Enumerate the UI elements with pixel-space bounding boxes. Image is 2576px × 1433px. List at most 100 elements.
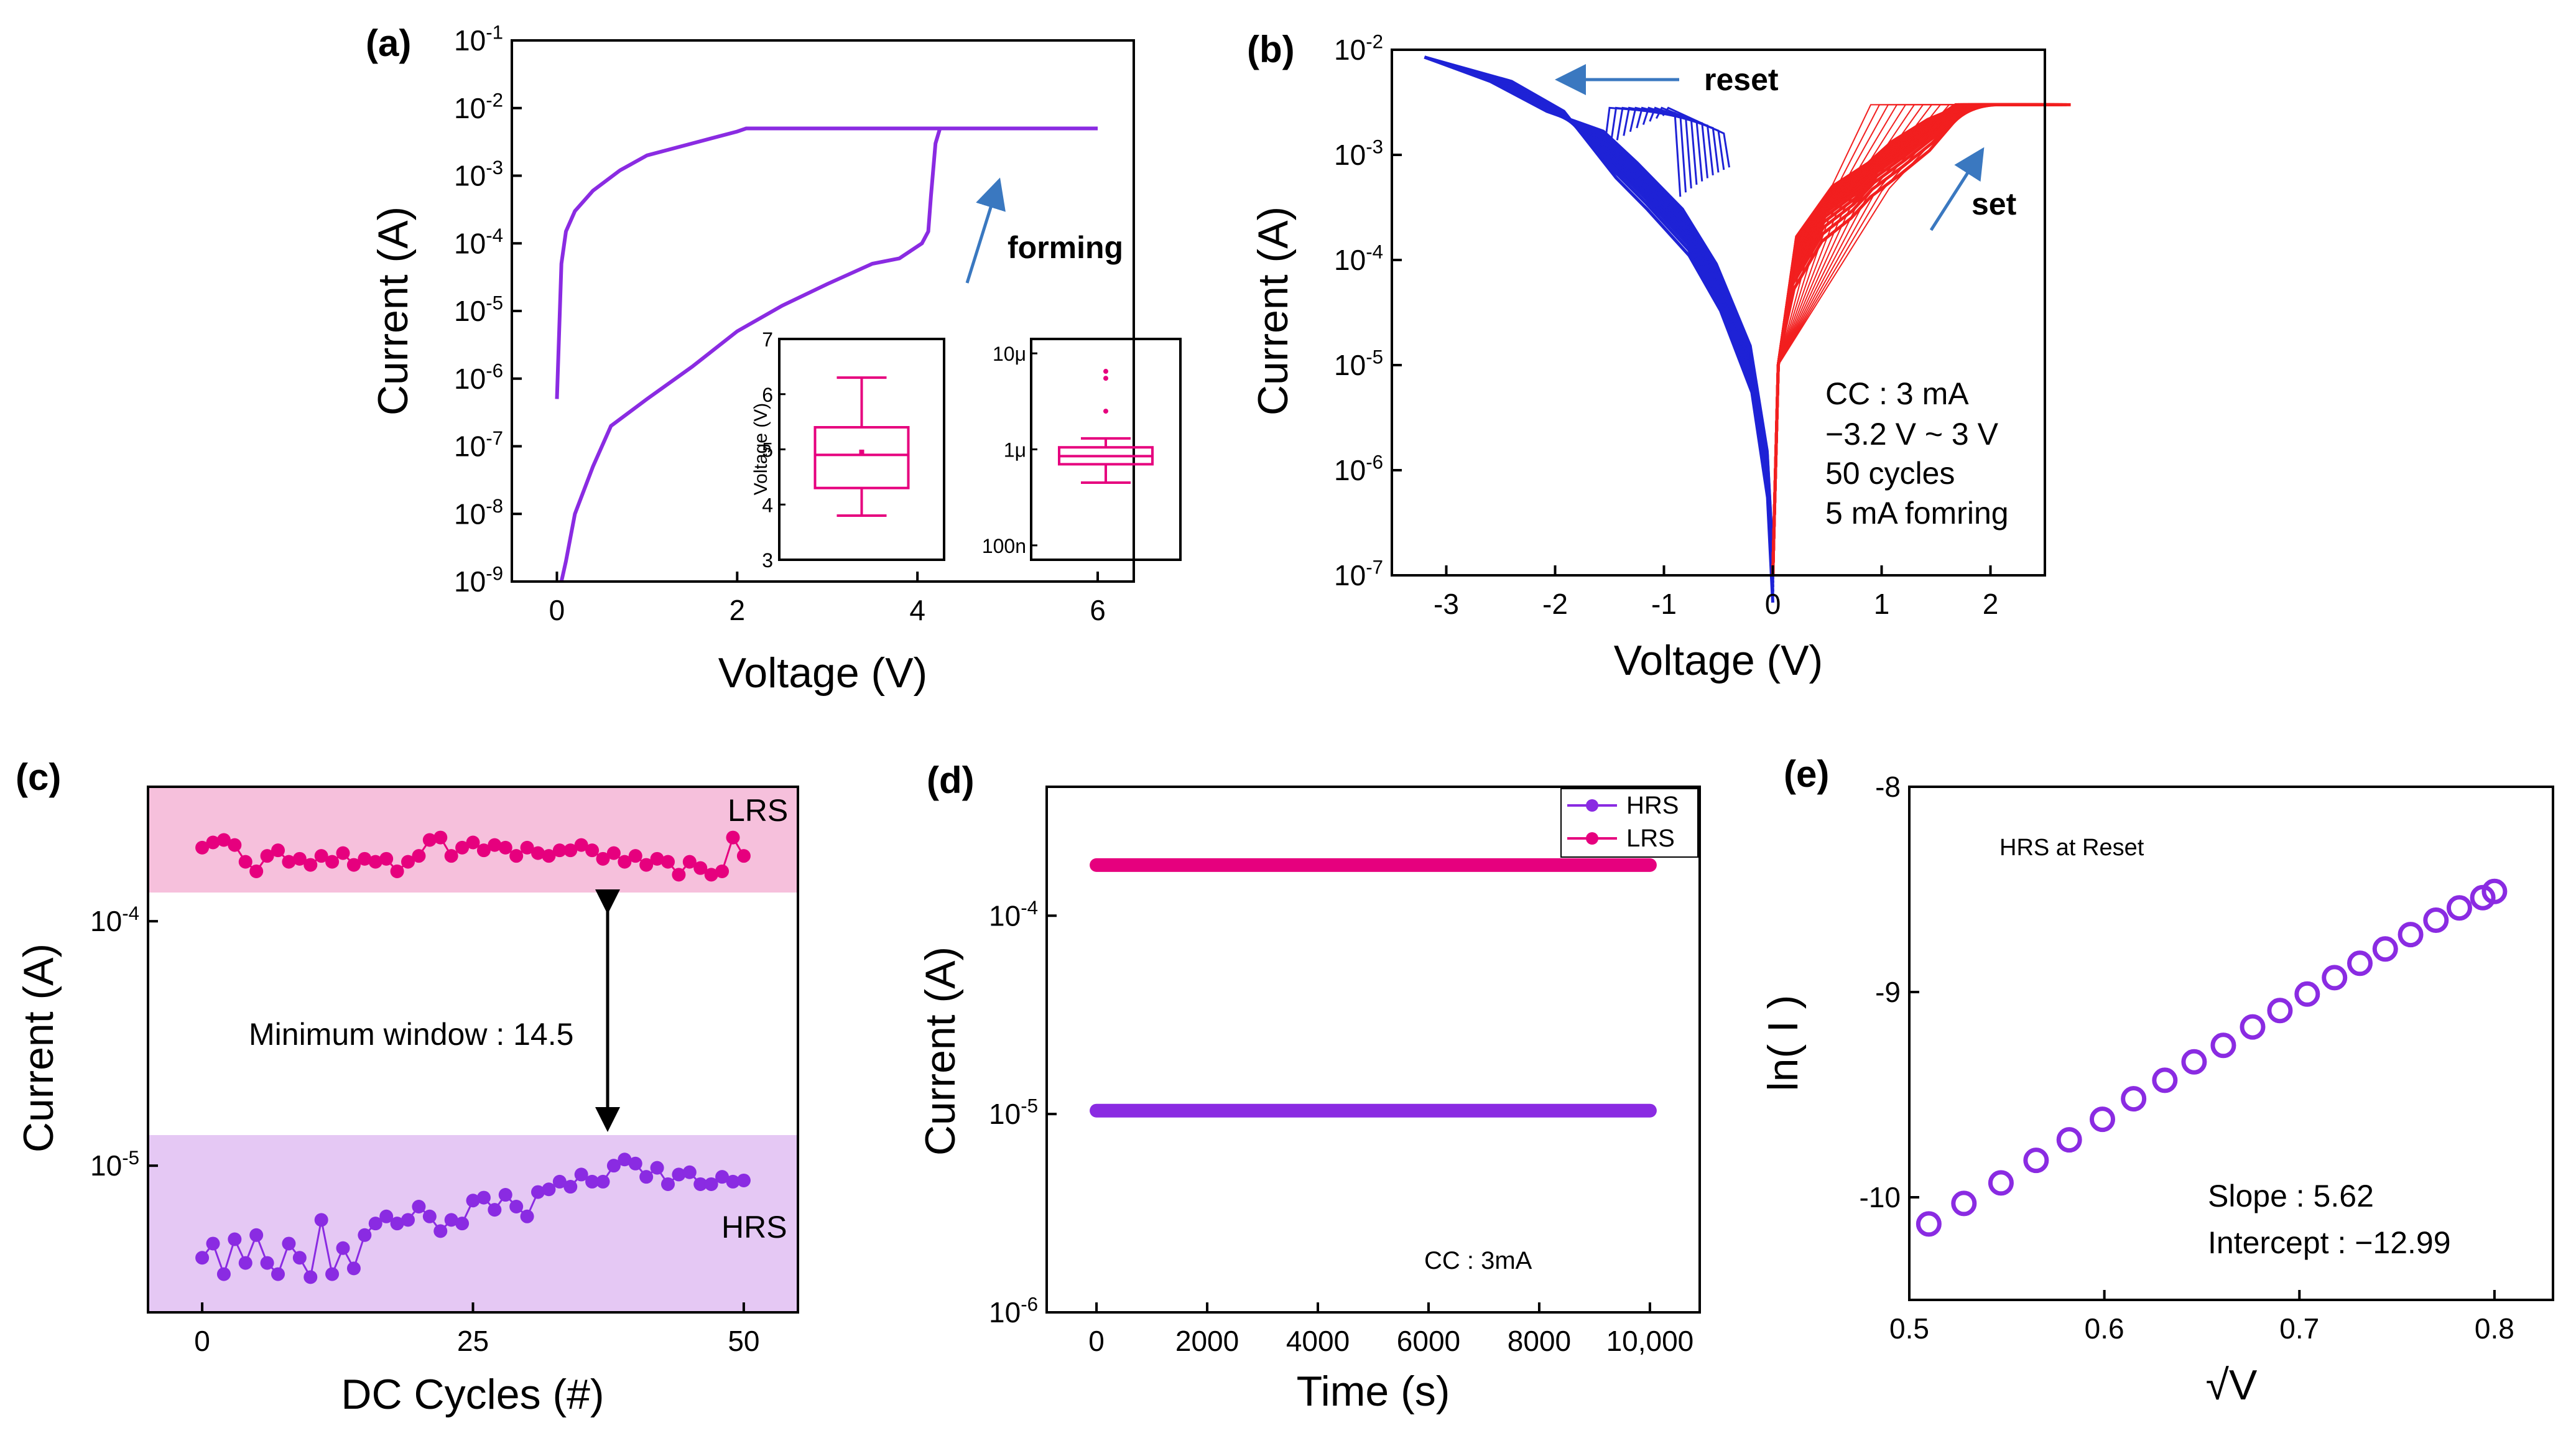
panel-a-label: (a) <box>366 22 411 64</box>
inset-voltage-yticks: 7 6 5 4 3 <box>762 328 785 572</box>
panel-c-point-hrs <box>303 1270 318 1284</box>
panel-c-label: (c) <box>16 756 61 798</box>
panel-a-curve-1 <box>555 126 1098 399</box>
panel-e-xlabel: √V <box>2206 1361 2258 1409</box>
panel-d-ylabel: Current (A) <box>917 947 964 1156</box>
panel-c-point-hrs <box>206 1236 220 1251</box>
panel-a-plot-frame <box>511 39 1135 583</box>
panel-c-point-lrs <box>661 855 675 869</box>
panel-c-point-hrs <box>531 1185 545 1199</box>
inset-log-outlier <box>1103 369 1108 374</box>
panel-b-ylabel: Current (A) <box>1249 206 1297 415</box>
panel-d-ytick-label: 10-4 <box>989 897 1038 932</box>
panel-e-point <box>2446 895 2472 921</box>
panel-d: (d) 0 2000 4000 6000 8000 10,000 10-4 10-5 10-6… <box>917 759 1701 1415</box>
panel-e-point <box>2210 1032 2236 1059</box>
panel-c-point-hrs <box>476 1190 491 1205</box>
panel-c-point-hrs <box>195 1251 210 1265</box>
panel-e-point <box>1951 1190 1977 1217</box>
panel-e-xtick-label: 0.7 <box>2279 1312 2319 1345</box>
panel-c-point-hrs <box>271 1267 285 1281</box>
panel-e-xtick-label: 0.8 <box>2475 1312 2514 1345</box>
panel-c-point-lrs <box>401 855 415 869</box>
panel-c-point-lrs <box>466 835 480 850</box>
panel-a-forming-label: forming <box>1008 230 1123 265</box>
panel-e-xticks: 0.5 0.6 0.7 0.8 <box>1889 1290 2514 1345</box>
panel-d-label: (d) <box>927 759 975 801</box>
panel-c-hrs-label: HRS <box>721 1210 787 1245</box>
panel-c-point-hrs <box>260 1256 274 1270</box>
panel-c-point-lrs <box>271 843 285 858</box>
panel-b-xtick-label: -2 <box>1542 588 1568 620</box>
panel-c-point-hrs <box>628 1156 642 1171</box>
panel-c-point-hrs <box>238 1256 253 1270</box>
panel-c-point-lrs <box>574 838 588 852</box>
panel-b-legend-line-3: 50 cycles <box>1825 456 1955 491</box>
panel-c-xtick-label: 0 <box>194 1325 210 1357</box>
inset-voltage-ytick-label: 7 <box>762 328 773 351</box>
panel-b-reset-label: reset <box>1704 62 1779 97</box>
panel-c-point-lrs <box>552 843 567 858</box>
panel-c-point-hrs <box>346 1261 361 1276</box>
panel-c-point-lrs <box>639 858 654 872</box>
panel-b-yticks: 10-2 10-3 10-4 10-5 10-6 10-7 <box>1334 31 1402 591</box>
panel-d-xtick-label: 8000 <box>1508 1325 1571 1357</box>
panel-c-point-hrs <box>422 1209 437 1223</box>
panel-e-xtick-label: 0.5 <box>1889 1312 1929 1345</box>
panel-c-point-hrs <box>693 1177 708 1191</box>
panel-a-forming-arrow <box>965 177 1006 284</box>
panel-b-reset-loop <box>1636 106 1708 179</box>
panel-c-point-hrs <box>618 1152 632 1167</box>
panel-c-point-hrs <box>358 1228 372 1242</box>
panel-b-ytick-label: 10-2 <box>1334 31 1383 66</box>
panel-c-point-lrs <box>390 864 404 878</box>
panel-b-reset-cycle <box>1424 55 1774 557</box>
panel-c: (c) 0 25 50 10-4 10-5 DC Cycles (#) Current… <box>15 756 799 1418</box>
panel-c-point-hrs <box>672 1167 686 1182</box>
panel-c-point-lrs <box>358 851 372 866</box>
panel-c-point-lrs <box>368 855 382 869</box>
panel-c-yticks: 10-4 10-5 <box>90 902 158 1182</box>
panel-d-xtick-label: 10,000 <box>1606 1325 1694 1357</box>
panel-b-reset-loop <box>1655 106 1725 170</box>
panel-c-point-lrs <box>292 851 307 866</box>
panel-c-point-lrs <box>693 861 708 875</box>
inset-voltage-mean <box>859 449 864 455</box>
panel-d-xlabel: Time (s) <box>1297 1368 1450 1415</box>
panel-e-point <box>2181 1049 2207 1075</box>
panel-c-point-lrs <box>476 843 491 858</box>
panel-e-label: (e) <box>1784 753 1829 795</box>
panel-c-point-hrs <box>650 1161 664 1175</box>
panel-c-point-hrs <box>379 1209 394 1223</box>
panel-a-curve-0 <box>559 126 1098 582</box>
panel-e-annotation: HRS at Reset <box>1999 835 2144 861</box>
panel-e-xtick-label: 0.6 <box>2085 1312 2124 1345</box>
panel-c-point-lrs <box>618 855 632 869</box>
panel-d-ytick-label: 10-6 <box>989 1294 1038 1329</box>
panel-c-point-lrs <box>606 846 621 860</box>
panel-c-point-hrs <box>412 1200 426 1214</box>
panel-b: (b) -3 -2 -1 0 1 2 10-2 10-3 10-4 10-5 10-6 10-7 V… <box>1247 29 2071 684</box>
panel-a-xtick-label: 4 <box>909 594 925 626</box>
inset-voltage-box <box>813 426 910 489</box>
inset-voltage-ylabel: Voltage (V) <box>751 403 771 495</box>
legend-lrs-label: LRS <box>1626 825 1675 852</box>
panel-e-intercept: Intercept : −12.99 <box>2208 1225 2451 1260</box>
panel-c-point-lrs <box>726 830 740 845</box>
panel-e-point <box>2347 950 2373 976</box>
panel-c-point-hrs <box>433 1224 448 1238</box>
panel-c-point-hrs <box>216 1267 231 1281</box>
panel-d-xtick-label: 4000 <box>1286 1325 1350 1357</box>
panel-c-point-lrs <box>433 830 448 845</box>
panel-b-legend-line-1: CC : 3 mA <box>1825 376 1969 411</box>
panel-c-point-hrs <box>368 1217 382 1231</box>
inset-log-ytick-label: 10μ <box>993 343 1026 365</box>
panel-e-point <box>2294 981 2320 1007</box>
panel-c-xticks: 0 25 50 <box>194 1302 760 1357</box>
panel-c-point-hrs <box>509 1200 524 1214</box>
panel-b-set-label: set <box>1971 187 2017 221</box>
panel-c-point-lrs <box>216 833 231 847</box>
panel-c-point-hrs <box>314 1213 328 1227</box>
panel-e-point <box>2090 1106 2115 1133</box>
